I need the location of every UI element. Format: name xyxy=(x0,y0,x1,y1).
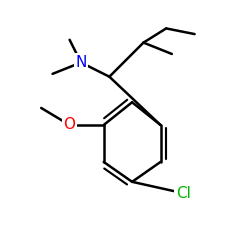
Text: O: O xyxy=(64,118,76,132)
Text: N: N xyxy=(75,55,87,70)
Text: Cl: Cl xyxy=(176,186,191,201)
